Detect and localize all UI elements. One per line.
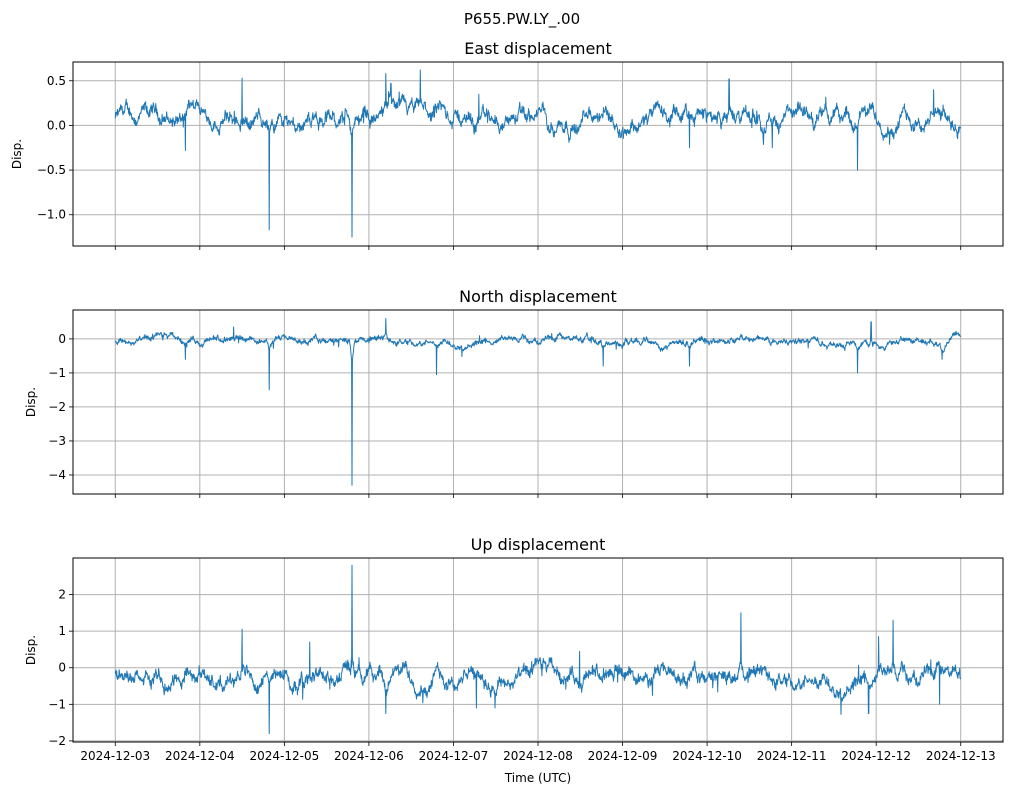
y-tick-label: 0.5 [47, 74, 66, 88]
y-tick-label: 0 [58, 332, 66, 346]
y-tick-label: −1 [48, 366, 66, 380]
x-tick-label: 2024-12-03 [80, 749, 150, 763]
series-line [114, 318, 961, 486]
axes-frame [72, 309, 1004, 495]
y-tick-label: −2 [48, 734, 66, 748]
y-axis-label: Disp. [24, 635, 38, 665]
y-tick-label: 1 [58, 624, 66, 638]
x-tick-label: 2024-12-08 [503, 749, 573, 763]
y-tick-label: 0 [58, 661, 66, 675]
x-tick-label: 2024-12-04 [165, 749, 235, 763]
y-tick-label: −2 [48, 400, 66, 414]
y-axis-label: Disp. [10, 139, 24, 169]
x-tick-label: 2024-12-11 [757, 749, 827, 763]
x-tick-label: 2024-12-09 [588, 749, 658, 763]
x-tick-label: 2024-12-07 [419, 749, 489, 763]
series-line [114, 564, 962, 735]
axes-frame [72, 61, 1004, 247]
panel-title: East displacement [464, 39, 611, 58]
x-axis-label: Time (UTC) [504, 771, 571, 785]
x-tick-label: 2024-12-05 [249, 749, 319, 763]
y-tick-label: −1 [48, 697, 66, 711]
figure-suptitle: P655.PW.LY_.00 [464, 10, 580, 29]
panel-up: Up displacement 2024-12-03 2024-12-04 2024-… [24, 535, 1004, 763]
x-tick-label: 2024-12-13 [926, 749, 996, 763]
y-tick-label: −0.5 [37, 163, 66, 177]
y-tick-label: −1.0 [37, 208, 66, 222]
x-tick-label: 2024-12-10 [672, 749, 742, 763]
axes-frame [72, 557, 1004, 743]
x-tick-label: 2024-12-12 [841, 749, 911, 763]
y-tick-label: −3 [48, 434, 66, 448]
panel-east: East displacement 0.5 0.0 −0.5 −1.0 Disp. [10, 39, 1004, 250]
y-tick-label: −4 [48, 468, 66, 482]
y-tick-label: 0.0 [47, 118, 66, 132]
series-line [114, 69, 962, 238]
panel-title: Up displacement [471, 535, 606, 554]
panel-title: North displacement [459, 287, 617, 306]
y-axis-label: Disp. [24, 387, 38, 417]
x-tick-label: 2024-12-06 [334, 749, 404, 763]
y-tick-label: 2 [58, 588, 66, 602]
panel-north: North displacement 0 −1 −2 −3 −4 Disp. [24, 287, 1004, 498]
